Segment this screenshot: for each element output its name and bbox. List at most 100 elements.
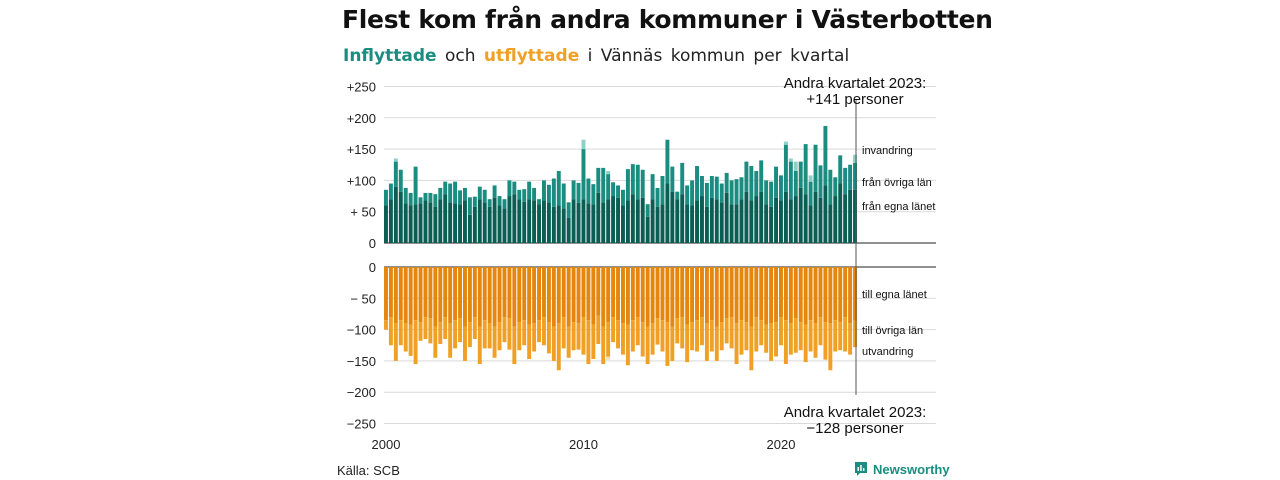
bar-out-2	[813, 323, 818, 358]
bar-in-1	[556, 205, 561, 243]
bar-out-2	[828, 323, 833, 371]
bar-in-2	[655, 187, 660, 207]
bar-out-1	[625, 267, 630, 325]
bar-out-1	[749, 267, 754, 327]
bar-out-1	[586, 267, 591, 321]
subtitle-inflyttade: Inflyttade	[343, 46, 437, 66]
series-label-out: utvandring	[862, 346, 913, 358]
bar-in-1	[517, 199, 522, 243]
bar-out-1	[443, 267, 448, 318]
bar-in-1	[482, 202, 487, 243]
bar-out-2	[542, 317, 546, 346]
bar-in-1	[527, 199, 532, 243]
bar-in-2	[448, 183, 453, 203]
bar-out-1	[433, 267, 438, 327]
bar-out-2	[685, 324, 690, 363]
bar-in-2	[551, 178, 556, 207]
bar-out-1	[448, 267, 453, 324]
bar-in-2	[393, 161, 398, 187]
bar-out-2	[788, 323, 793, 355]
bar-out-2	[566, 326, 571, 358]
bar-in-2	[813, 144, 818, 192]
bar-out-1	[655, 267, 660, 319]
bar-out-1	[477, 267, 482, 327]
bar-out-1	[581, 267, 586, 318]
bar-out-2	[690, 322, 695, 351]
bar-in-1	[591, 204, 596, 243]
bar-in-2	[828, 169, 833, 205]
bar-out-2	[848, 323, 853, 355]
bar-out-2	[670, 326, 675, 361]
bar-out-2	[561, 317, 566, 349]
bar-out-1	[724, 267, 729, 319]
bar-in-2	[467, 197, 472, 215]
bar-in-3	[606, 171, 611, 175]
bar-out-2	[803, 324, 808, 363]
bar-in-2	[798, 161, 803, 188]
bar-out-2	[403, 323, 408, 352]
y-tick-label-top: +100	[347, 173, 376, 188]
bar-in-1	[487, 206, 492, 243]
bar-out-2	[527, 324, 532, 360]
bar-out-2	[532, 323, 537, 352]
bar-out-1	[813, 267, 818, 324]
bar-out-2	[482, 320, 487, 349]
bar-out-1	[709, 267, 714, 321]
subtitle-och: och	[444, 46, 476, 66]
y-tick-label-top: +200	[347, 111, 376, 126]
bar-out-1	[754, 267, 759, 318]
bar-in-2	[606, 174, 611, 200]
bar-in-2	[680, 162, 685, 195]
bar-in-1	[502, 208, 507, 243]
bar-out-1	[393, 267, 398, 324]
bar-out-1	[744, 267, 749, 323]
bar-out-2	[423, 317, 428, 339]
bar-out-2	[551, 326, 556, 361]
bar-out-1	[487, 267, 492, 324]
bar-in-1	[413, 204, 418, 243]
bar-in-2	[783, 144, 788, 192]
bar-out-2	[398, 320, 403, 346]
bar-in-2	[428, 192, 433, 203]
bar-in-1	[507, 196, 512, 243]
bar-in-1	[418, 203, 423, 243]
bar-out-1	[438, 267, 443, 323]
bar-in-1	[853, 189, 857, 243]
bar-out-1	[596, 267, 601, 316]
bar-out-1	[532, 267, 537, 324]
bar-out-1	[403, 267, 408, 324]
bar-out-2	[739, 320, 744, 355]
bar-in-2	[714, 176, 719, 200]
bar-in-1	[650, 199, 655, 243]
bar-in-1	[660, 204, 665, 243]
bar-out-1	[660, 267, 665, 321]
annotation-in-value: +141 personer	[806, 91, 903, 108]
bar-out-1	[502, 267, 507, 318]
bar-out-1	[670, 267, 675, 327]
bar-in-2	[625, 169, 630, 201]
bar-in-2	[482, 189, 487, 203]
bar-out-1	[700, 267, 704, 318]
bar-in-1	[779, 200, 783, 243]
bar-in-2	[724, 172, 729, 193]
bar-out-2	[660, 320, 665, 352]
bar-out-1	[418, 267, 423, 323]
bar-out-1	[650, 267, 655, 324]
bar-out-2	[744, 322, 749, 351]
bar-out-2	[586, 320, 591, 365]
bar-in-1	[838, 183, 843, 243]
bar-out-1	[818, 267, 823, 318]
bar-out-2	[522, 320, 527, 346]
subtitle-rest: i Vännäs kommun per kvartal	[587, 46, 850, 66]
bar-out-1	[388, 267, 393, 318]
bar-out-1	[729, 267, 734, 318]
brand-logo: Newsworthy	[854, 461, 950, 477]
bar-in-2	[704, 182, 709, 207]
bar-out-2	[388, 317, 393, 346]
bar-in-2	[744, 161, 749, 192]
bar-in-1	[537, 204, 541, 243]
bar-in-1	[665, 183, 670, 243]
bar-in-3	[793, 161, 798, 172]
bar-out-1	[522, 267, 527, 321]
